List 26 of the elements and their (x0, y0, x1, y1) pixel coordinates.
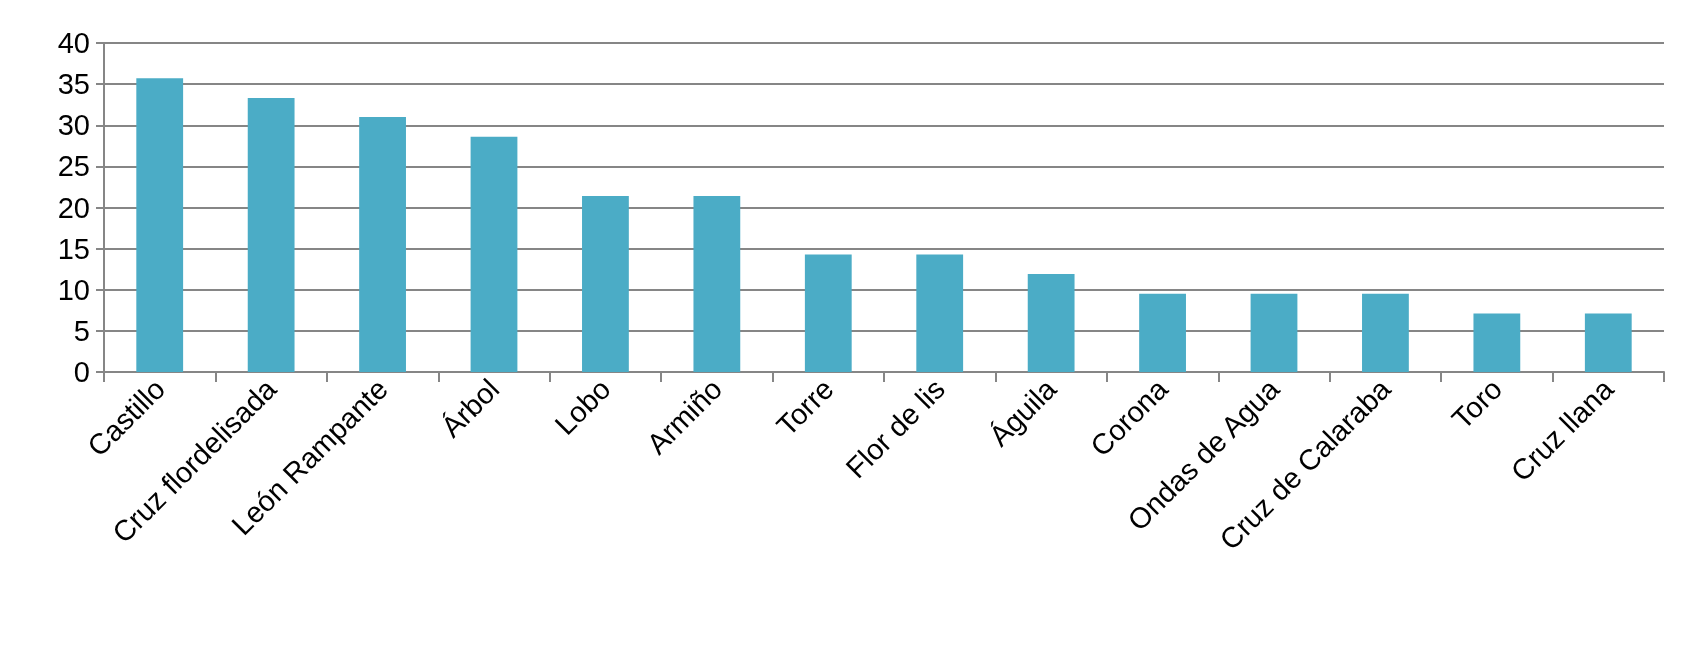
bar (1584, 313, 1632, 372)
y-tick-label: 0 (73, 356, 90, 388)
bar (1473, 313, 1521, 372)
bar (470, 136, 518, 372)
bar (804, 254, 852, 372)
y-tick-label: 30 (57, 109, 90, 142)
y-tick-label: 5 (73, 314, 90, 347)
x-tick-label: Toro (1445, 372, 1509, 436)
bar (1027, 274, 1075, 372)
y-tick-label: 40 (57, 27, 90, 59)
bar (1139, 293, 1186, 372)
y-tick-label: 10 (57, 273, 90, 306)
bar (136, 78, 184, 372)
x-tick-label: Torre (770, 372, 840, 443)
y-tick-label: 15 (57, 232, 90, 265)
bar (1362, 293, 1409, 372)
y-tick-label: 20 (57, 191, 90, 224)
bar (359, 117, 406, 372)
bar (693, 195, 741, 372)
bar (916, 254, 964, 372)
bar (582, 195, 629, 372)
bar (1250, 293, 1298, 372)
x-tick-label: Flor de lis (839, 372, 952, 485)
bar (247, 98, 295, 372)
y-tick-label: 35 (57, 68, 90, 101)
y-tick-label: 25 (57, 150, 90, 183)
